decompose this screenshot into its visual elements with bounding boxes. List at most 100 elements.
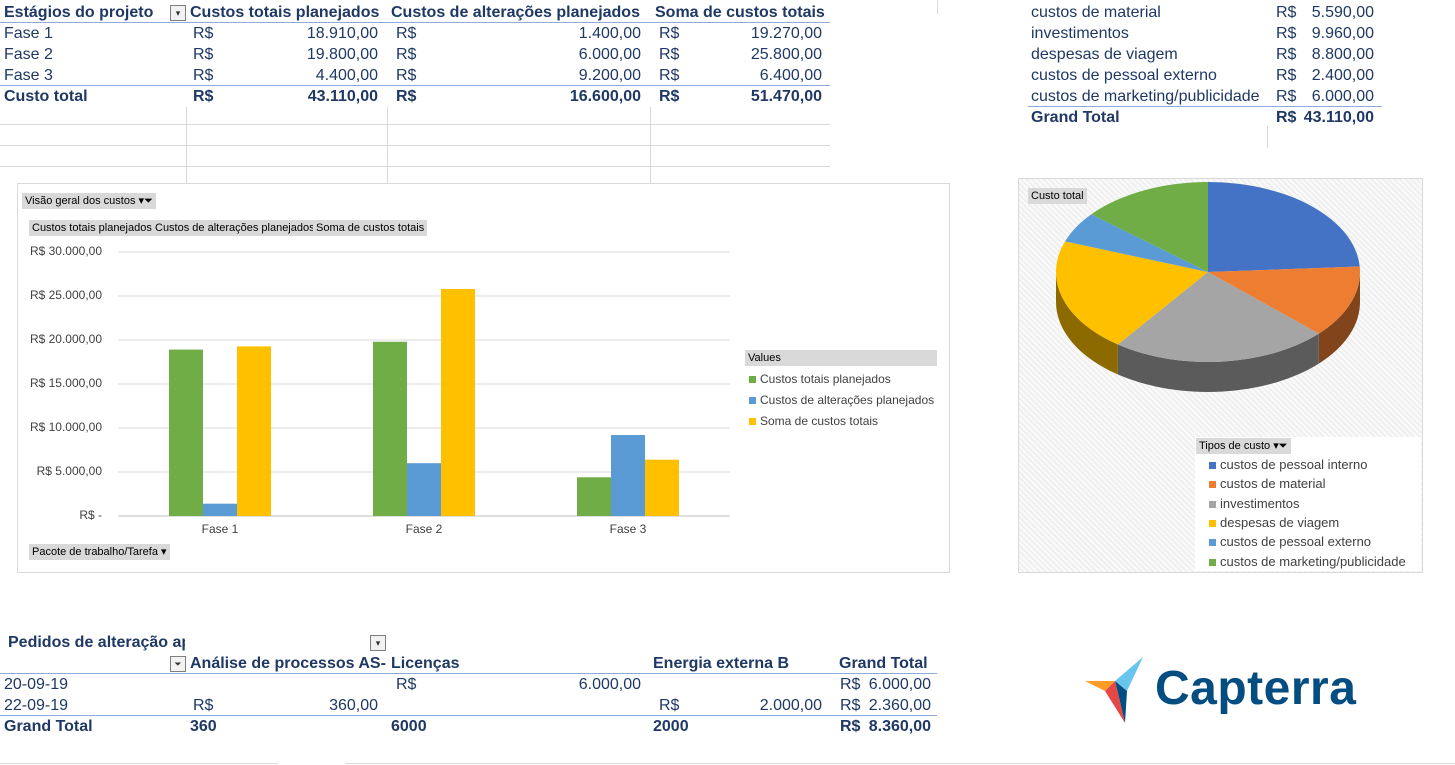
cost-type-value: 2.400,00: [1311, 67, 1374, 84]
y-tick-label: R$ 15.000,00: [29, 376, 102, 390]
pie-plot-area: [1056, 182, 1360, 392]
row-phase-label: Fase 2: [4, 46, 53, 63]
pie-legend-label: investimentos: [1220, 495, 1300, 511]
cost-type-label: custos de marketing/publicidade: [1031, 88, 1260, 105]
legend-title: Values: [745, 350, 937, 366]
pie-legend-item: custos de marketing/publicidade: [1209, 554, 1406, 569]
cost-type-label: despesas de viagem: [1031, 46, 1178, 63]
axis-field-label: Pacote de trabalho/Tarefa: [32, 546, 158, 558]
row-change-planned: 9.200,00: [578, 67, 641, 84]
currency: R$: [659, 697, 680, 714]
bar-fase-1-series-2[interactable]: [203, 503, 237, 516]
bar-fase-3-series-3[interactable]: [645, 459, 679, 516]
currency: R$: [840, 676, 861, 693]
pie-legend-label: despesas de viagem: [1220, 514, 1340, 530]
pie-legend-label: custos de pessoal externo: [1220, 534, 1372, 550]
currency: R$: [840, 718, 861, 735]
value-button-2[interactable]: Custos de alterações planejados: [152, 220, 318, 236]
pie-legend-item: custos de pessoal interno: [1209, 457, 1367, 472]
y-tick-label: R$ 5.000,00: [36, 464, 102, 478]
bar-fase-1-series-3[interactable]: [237, 346, 271, 516]
pie-legend-label: custos de material: [1220, 476, 1326, 492]
legend-swatch: [749, 418, 756, 426]
row-total: 2.360,00: [868, 697, 931, 714]
currency: R$: [1276, 46, 1297, 63]
grand-licenses: 6000: [391, 718, 427, 735]
legend-item: Custos de alterações planejados: [749, 393, 934, 407]
row-date: 22-09-19: [4, 697, 69, 714]
pie-slice-custos-de-pessoal-externo[interactable]: [1065, 214, 1208, 272]
pie-legend-item: custos de material: [1209, 476, 1326, 491]
cost-type-value: 5.590,00: [1311, 4, 1374, 21]
x-tick-label: Fase 2: [405, 522, 443, 536]
cost-type-value: 8.800,00: [1311, 46, 1374, 63]
row-change-planned: 6.000,00: [578, 46, 641, 63]
pie-slice-investimentos[interactable]: [1117, 272, 1319, 362]
header-sum-totals: Soma de custos totais: [655, 4, 825, 21]
pie-slice-despesas-de-viagem[interactable]: [1056, 241, 1208, 345]
currency: R$: [193, 46, 214, 63]
bar-fase-3-series-2[interactable]: [611, 435, 645, 516]
row-phase-label: Fase 1: [4, 25, 53, 42]
bar-fase-3-series-1[interactable]: [577, 477, 611, 516]
total-c1: 43.110,00: [307, 88, 378, 105]
grand-total-value: 8.360,00: [868, 718, 931, 735]
filter-dropdown-button[interactable]: ▾: [170, 5, 186, 21]
currency: R$: [840, 697, 861, 714]
row-sum-totals: 6.400,00: [759, 67, 822, 84]
value-button-1[interactable]: Custos totais planejados: [29, 220, 155, 236]
currency: R$: [1276, 88, 1297, 105]
header-licenses: Licenças: [391, 655, 460, 672]
total-label: Custo total: [4, 88, 88, 105]
bar-fase-2-series-3[interactable]: [441, 288, 475, 516]
page-filter-dropdown[interactable]: ▾: [370, 635, 386, 651]
y-tick-label: R$ 30.000,00: [29, 244, 102, 258]
pie-slice-custos-de-marketing-publicidade[interactable]: [1091, 182, 1208, 272]
legend-item: Custos totais planejados: [749, 372, 891, 386]
pie-legend-item: custos de pessoal externo: [1209, 534, 1371, 549]
bar-chart[interactable]: Visão geral dos custos ▾⏷ Custos totais …: [17, 183, 950, 573]
capterra-logo-icon: [1085, 657, 1143, 723]
pie-legend-label: custos de marketing/publicidade: [1220, 553, 1406, 569]
grand-external-energy: 2000: [653, 718, 689, 735]
pie-slice-custos-de-material[interactable]: [1208, 266, 1360, 334]
legend-swatch: [1209, 481, 1216, 489]
row-total-planned: 4.400,00: [315, 67, 378, 84]
header-grand-total: Grand Total: [839, 655, 928, 672]
pie-field-button[interactable]: Custo total: [1028, 188, 1087, 204]
bar-fase-2-series-1[interactable]: [373, 341, 407, 516]
bar-fase-2-series-2[interactable]: [407, 463, 441, 516]
currency: R$: [396, 676, 417, 693]
grand-total-value: 43.110,00: [1303, 109, 1374, 126]
currency: R$: [659, 46, 680, 63]
axis-field-button[interactable]: Pacote de trabalho/Tarefa ▾: [29, 544, 170, 560]
cost-type-value: 6.000,00: [1311, 88, 1374, 105]
bar-plot-area: [118, 251, 730, 517]
legend-field-button[interactable]: Tipos de custo ▾⏷: [1196, 438, 1291, 454]
pie-legend-item: despesas de viagem: [1209, 515, 1339, 530]
row-filter-dropdown[interactable]: ⏷: [170, 656, 186, 672]
row-total: 6.000,00: [868, 676, 931, 693]
header-external-energy: Energia externa B: [653, 655, 790, 672]
currency: R$: [396, 25, 417, 42]
pie-slice-custos-de-pessoal-interno[interactable]: [1208, 182, 1360, 272]
currency: R$: [659, 88, 680, 105]
chevron-down-icon: ▾: [161, 546, 167, 558]
x-tick-label: Fase 3: [609, 522, 647, 536]
row-phase-label: Fase 3: [4, 67, 53, 84]
legend-swatch: [1209, 519, 1216, 527]
value-button-3[interactable]: Soma de custos totais: [313, 220, 428, 236]
grand-total-label: Grand Total: [1031, 109, 1120, 126]
cost-type-label: custos de pessoal externo: [1031, 67, 1217, 84]
filter-field-button[interactable]: Visão geral dos custos ▾⏷: [22, 193, 156, 209]
header-project-stages: Estágios do projeto: [4, 4, 154, 21]
bar-fase-1-series-1[interactable]: [169, 349, 203, 516]
legend-swatch: [749, 397, 756, 405]
pie-chart[interactable]: Custo total Tipos de custo ▾⏷ custos de …: [1018, 178, 1423, 573]
currency: R$: [1276, 4, 1297, 21]
header-total-planned: Custos totais planejados: [190, 4, 380, 21]
legend-swatch: [1209, 558, 1216, 566]
row-sum-totals: 19.270,00: [750, 25, 822, 42]
pie-legend-item: investimentos: [1209, 496, 1299, 511]
y-tick-label: R$ -: [79, 508, 102, 522]
